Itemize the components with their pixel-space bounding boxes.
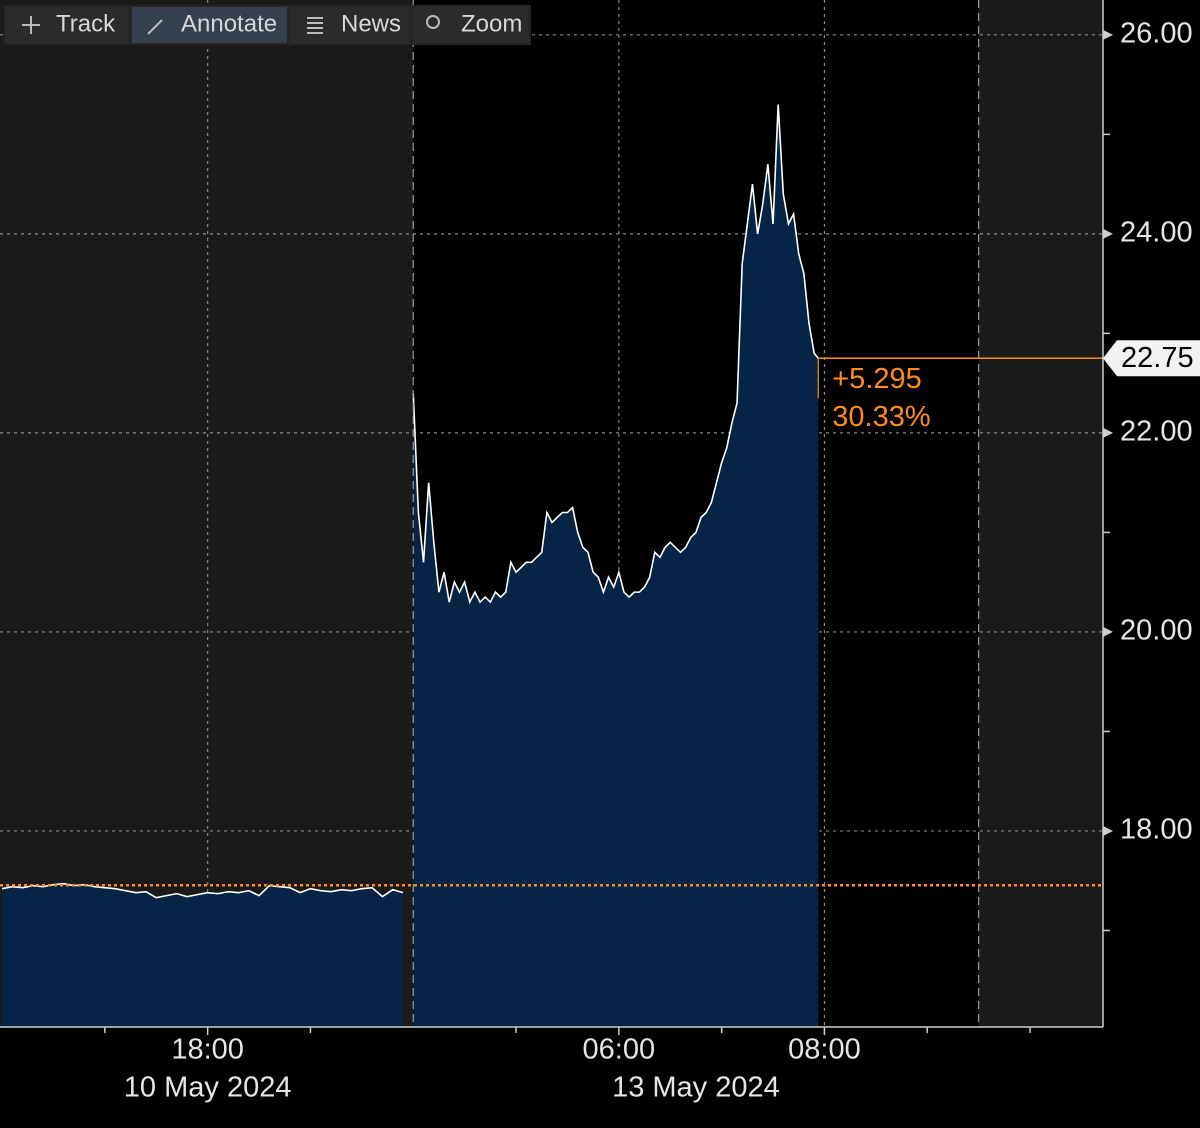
y-tick (1103, 29, 1113, 40)
toolbar: Track Annotate News Zoom (4, 5, 531, 45)
date-label: 10 May 2024 (124, 1072, 292, 1104)
y-tick-label: 20.00 (1120, 615, 1193, 647)
date-label: 13 May 2024 (612, 1072, 780, 1104)
button-label: Annotate (181, 10, 277, 37)
icon (307, 17, 323, 34)
y-tick (1103, 626, 1113, 637)
y-tick-label: 24.00 (1120, 217, 1193, 249)
y-tick-label: 26.00 (1120, 17, 1193, 49)
zoom-button[interactable]: Zoom (413, 7, 529, 43)
y-tick-label: 22.00 (1120, 416, 1193, 448)
last-price-label: 22.75 (1121, 342, 1194, 374)
change-label: +5.295 (832, 363, 922, 395)
button-label: Zoom (461, 10, 522, 37)
y-tick (1103, 427, 1113, 438)
icon (22, 16, 40, 34)
change-label: 30.33% (832, 401, 930, 433)
x-tick-label: 06:00 (583, 1034, 656, 1066)
news-button[interactable]: News (291, 7, 409, 43)
y-tick-label: 18.00 (1120, 814, 1193, 846)
last-price-tag (1103, 340, 1200, 377)
icon (147, 19, 163, 35)
button-bg (413, 7, 529, 43)
icon (426, 15, 440, 29)
y-tick (1103, 825, 1113, 836)
button-label: News (341, 10, 401, 37)
x-tick-label: 18:00 (171, 1034, 244, 1066)
annotate-button[interactable]: Annotate (132, 7, 287, 43)
x-axis-pane (0, 1027, 1200, 1128)
button-label: Track (56, 10, 116, 37)
button-bg (291, 7, 409, 43)
area-fill (413, 104, 819, 1028)
track-button[interactable]: Track (6, 7, 128, 43)
y-axis-pane (1103, 0, 1200, 1027)
area-fill (2, 883, 403, 1027)
y-tick (1103, 228, 1113, 239)
x-tick-label: 08:00 (788, 1034, 861, 1066)
